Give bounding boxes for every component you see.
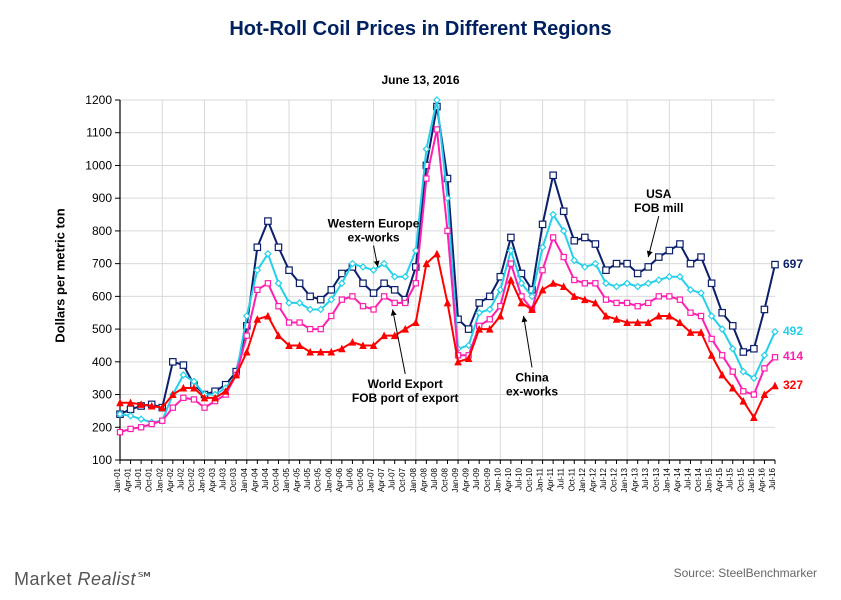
svg-text:Jan-02: Jan-02 (155, 467, 164, 492)
svg-text:World Export: World Export (368, 377, 443, 391)
svg-text:China: China (515, 370, 549, 384)
svg-text:Jul-09: Jul-09 (472, 467, 481, 489)
svg-text:Jul-11: Jul-11 (557, 467, 566, 489)
svg-text:Oct-11: Oct-11 (567, 467, 576, 491)
svg-text:Apr-02: Apr-02 (166, 467, 175, 492)
svg-text:Apr-14: Apr-14 (673, 467, 682, 492)
svg-text:Oct-09: Oct-09 (483, 467, 492, 492)
svg-text:300: 300 (92, 388, 112, 402)
svg-text:Apr-05: Apr-05 (293, 467, 302, 492)
svg-text:700: 700 (92, 257, 112, 271)
svg-text:Oct-08: Oct-08 (441, 467, 450, 492)
svg-text:Oct-03: Oct-03 (229, 467, 238, 492)
svg-text:Oct-04: Oct-04 (271, 467, 280, 492)
svg-text:400: 400 (92, 355, 112, 369)
svg-text:FOB port of export: FOB port of export (352, 391, 459, 405)
svg-text:Apr-12: Apr-12 (588, 467, 597, 492)
svg-text:Jul-08: Jul-08 (430, 467, 439, 489)
svg-text:200: 200 (92, 420, 112, 434)
svg-text:Oct-01: Oct-01 (145, 467, 154, 492)
svg-text:Jan-10: Jan-10 (493, 467, 502, 492)
svg-text:Jan-14: Jan-14 (662, 467, 671, 492)
svg-text:Apr-11: Apr-11 (546, 467, 555, 491)
svg-text:Jan-15: Jan-15 (705, 467, 714, 492)
svg-text:Jul-06: Jul-06 (345, 467, 354, 489)
svg-text:Jul-15: Jul-15 (726, 467, 735, 489)
svg-text:Jul-07: Jul-07 (388, 467, 397, 489)
svg-text:Apr-09: Apr-09 (462, 467, 471, 492)
svg-text:ex-works: ex-works (348, 231, 400, 245)
svg-text:Jan-09: Jan-09 (451, 467, 460, 492)
plot-area: 100 200 300 400 500 600 700 800 900 1000 1100 1200 J… (0, 0, 841, 565)
svg-text:Apr-15: Apr-15 (715, 467, 724, 492)
svg-text:1200: 1200 (85, 93, 112, 107)
svg-text:Jan-05: Jan-05 (282, 467, 291, 492)
svg-text:Oct-15: Oct-15 (736, 467, 745, 492)
footer-logo: Market Realist℠ (14, 569, 155, 590)
svg-text:Jul-01: Jul-01 (134, 467, 143, 489)
svg-text:Jan-06: Jan-06 (324, 467, 333, 492)
svg-text:Apr-10: Apr-10 (504, 467, 513, 492)
svg-text:Jan-11: Jan-11 (536, 467, 545, 491)
svg-text:800: 800 (92, 224, 112, 238)
svg-text:1000: 1000 (85, 158, 112, 172)
svg-text:Oct-02: Oct-02 (187, 467, 196, 492)
svg-text:100: 100 (92, 453, 112, 467)
svg-text:ex-works: ex-works (506, 384, 558, 398)
svg-text:Jul-12: Jul-12 (599, 467, 608, 489)
svg-text:Apr-07: Apr-07 (377, 467, 386, 492)
svg-text:1100: 1100 (86, 126, 112, 140)
svg-text:FOB mill: FOB mill (634, 201, 683, 215)
svg-text:Apr-04: Apr-04 (250, 467, 259, 492)
svg-text:Oct-14: Oct-14 (694, 467, 703, 492)
svg-text:900: 900 (92, 191, 112, 205)
series-end-value: 327 (783, 378, 803, 392)
svg-text:USA: USA (646, 187, 672, 201)
svg-text:Jan-03: Jan-03 (198, 467, 207, 492)
svg-text:Apr-01: Apr-01 (124, 467, 133, 492)
svg-text:Apr-08: Apr-08 (419, 467, 428, 492)
svg-text:Apr-16: Apr-16 (757, 467, 766, 492)
svg-text:Oct-13: Oct-13 (652, 467, 661, 492)
svg-text:Jan-13: Jan-13 (620, 467, 629, 492)
chart-frame: Hot-Roll Coil Prices in Different Region… (0, 0, 841, 600)
svg-text:Oct-07: Oct-07 (398, 467, 407, 492)
series-end-value: 414 (783, 349, 803, 363)
series-end-value: 697 (783, 257, 803, 271)
svg-text:Apr-13: Apr-13 (631, 467, 640, 492)
svg-text:Jul-10: Jul-10 (514, 467, 523, 489)
svg-text:Jan-08: Jan-08 (409, 467, 418, 492)
svg-text:Jan-07: Jan-07 (367, 467, 376, 492)
source-label: Source: SteelBenchmarker (674, 566, 817, 580)
svg-text:Jan-04: Jan-04 (240, 467, 249, 492)
svg-text:Apr-03: Apr-03 (208, 467, 217, 492)
svg-text:Jul-13: Jul-13 (641, 467, 650, 489)
svg-text:Western Europe: Western Europe (328, 217, 420, 231)
series-end-value: 492 (783, 324, 803, 338)
svg-text:Apr-06: Apr-06 (335, 467, 344, 492)
svg-text:Jan-12: Jan-12 (578, 467, 587, 492)
svg-text:Oct-10: Oct-10 (525, 467, 534, 492)
svg-text:600: 600 (92, 289, 112, 303)
svg-text:Oct-06: Oct-06 (356, 467, 365, 492)
svg-text:500: 500 (92, 322, 112, 336)
svg-text:Jul-05: Jul-05 (303, 467, 312, 489)
svg-text:Jul-14: Jul-14 (683, 467, 692, 489)
svg-text:Oct-05: Oct-05 (314, 467, 323, 492)
svg-text:Jul-04: Jul-04 (261, 467, 270, 489)
svg-text:Jul-02: Jul-02 (176, 467, 185, 489)
svg-text:Jul-03: Jul-03 (219, 467, 228, 489)
svg-text:Jan-01: Jan-01 (113, 467, 122, 492)
svg-text:Jan-16: Jan-16 (747, 467, 756, 492)
svg-text:Jul-16: Jul-16 (768, 467, 777, 489)
svg-text:Oct-12: Oct-12 (610, 467, 619, 492)
